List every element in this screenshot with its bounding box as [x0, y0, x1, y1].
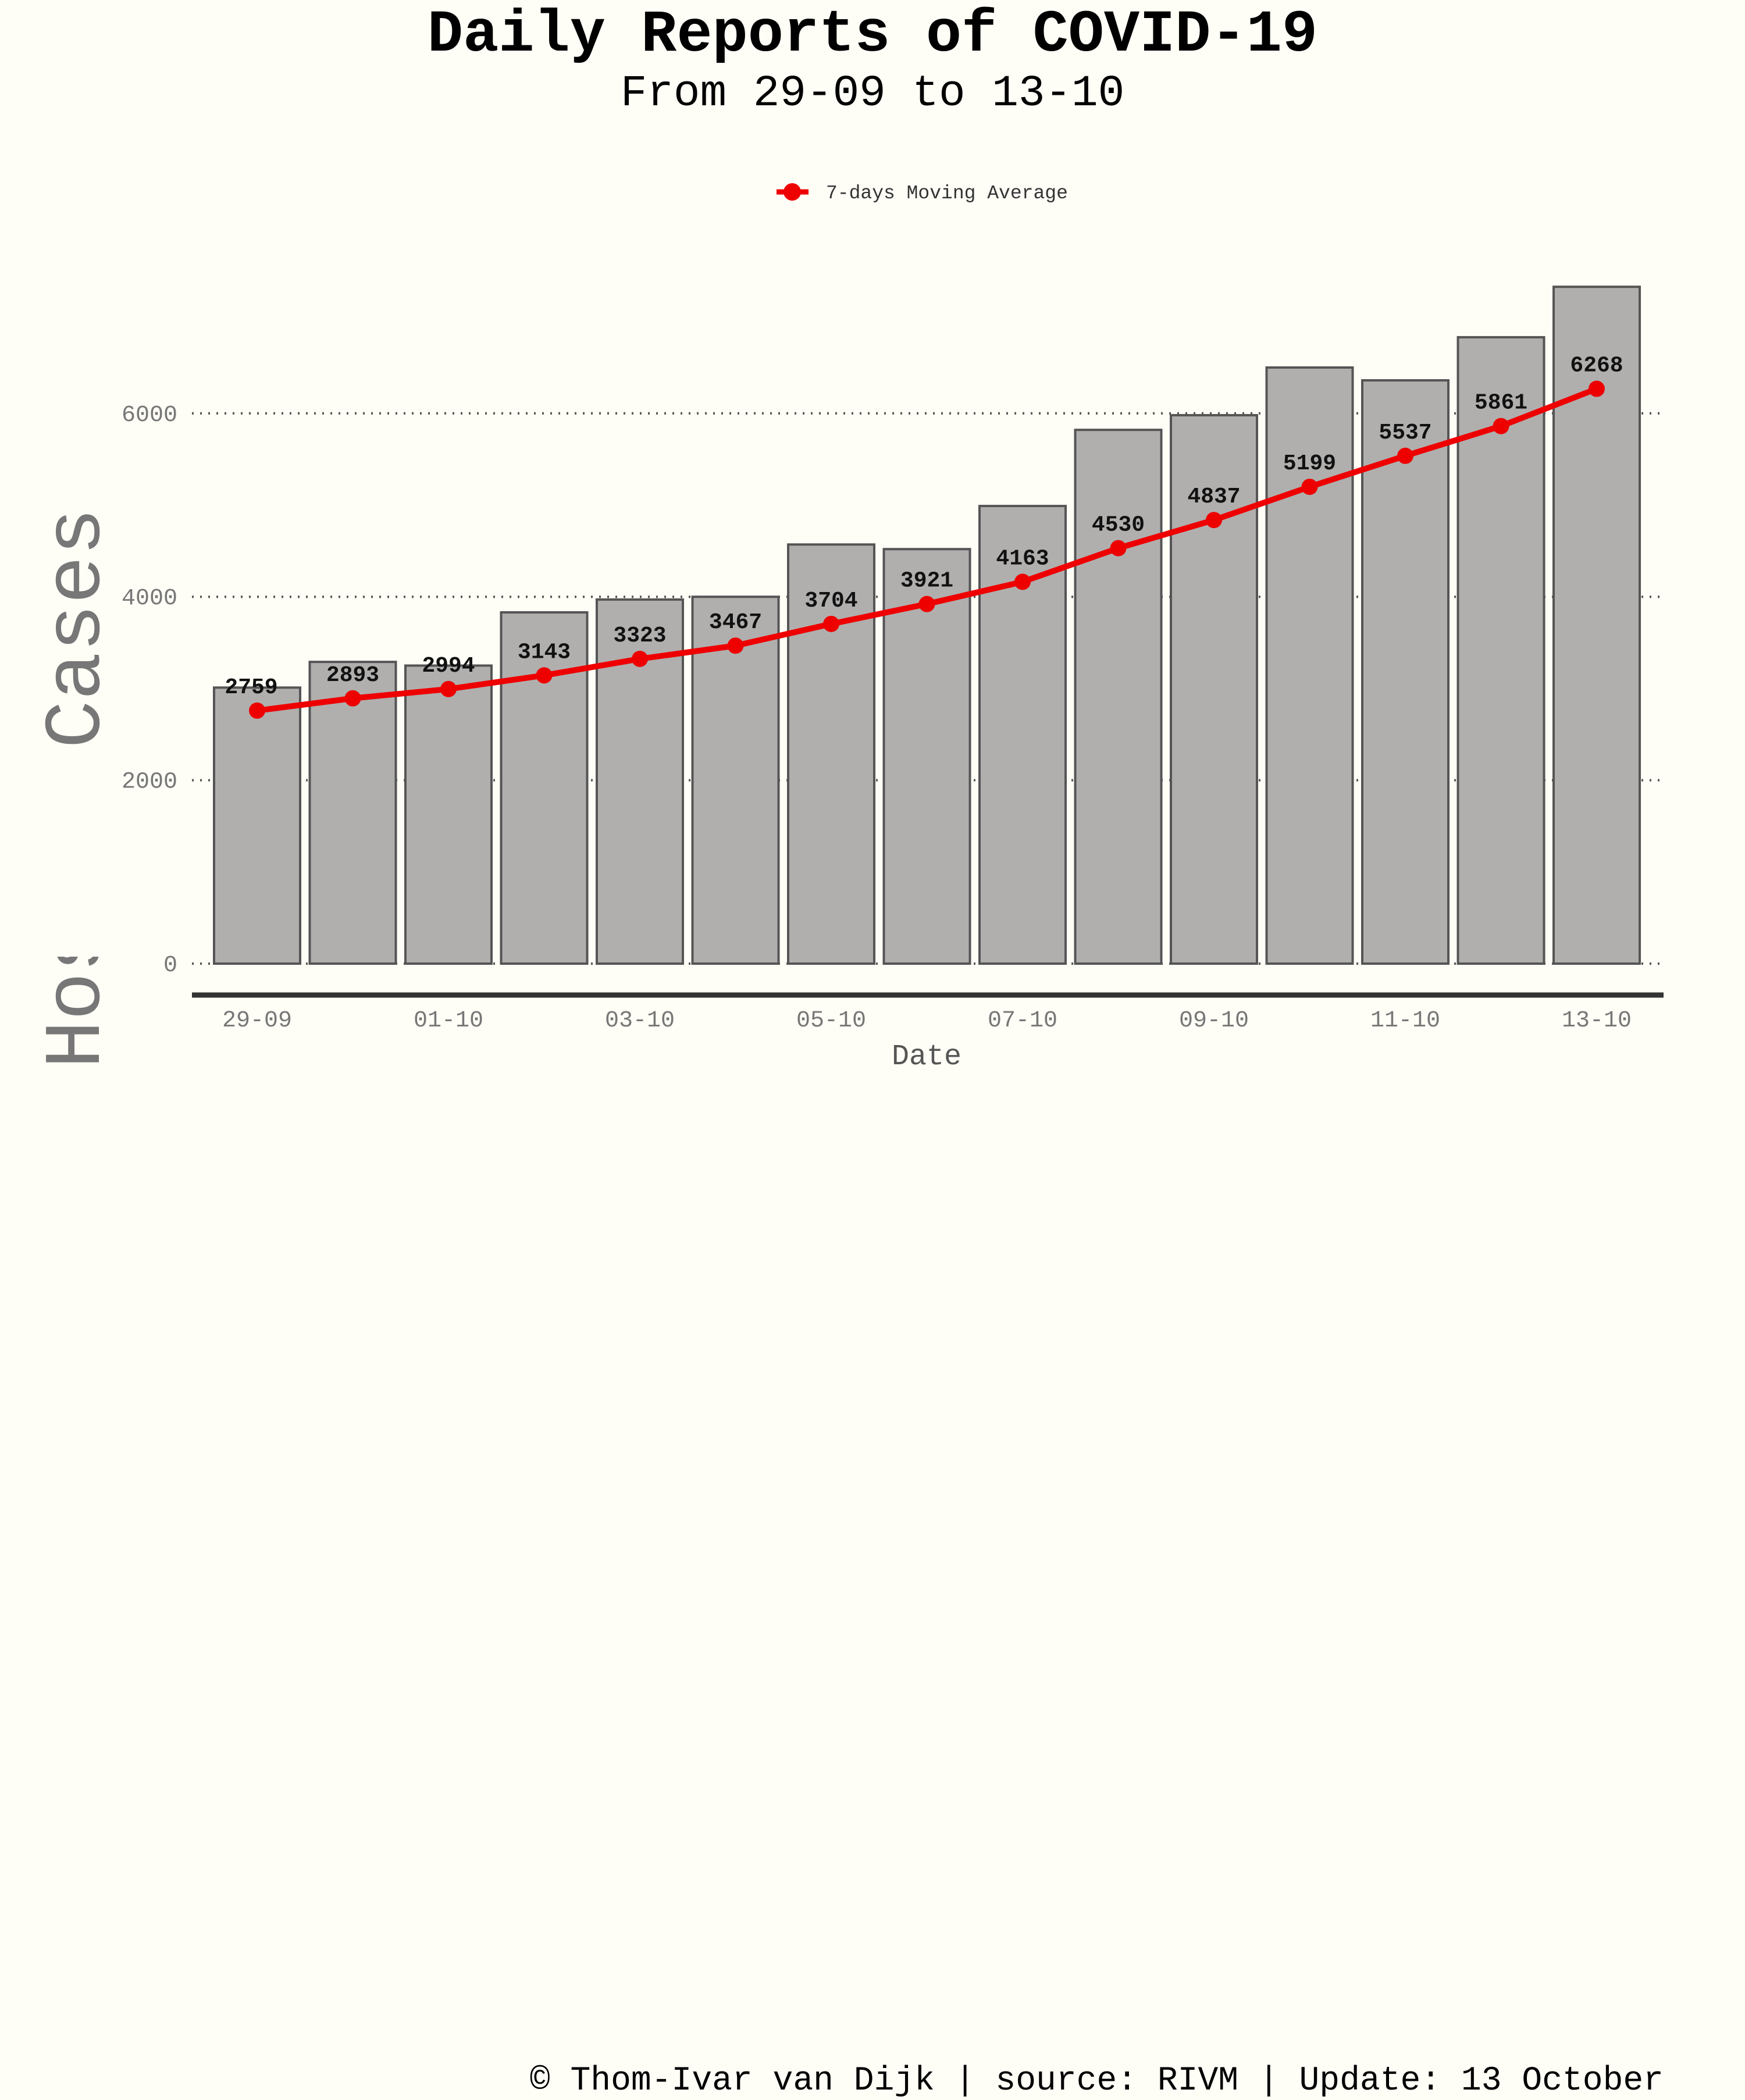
moving-average-data-label: 3921: [900, 569, 953, 594]
y-tick-label: 4000: [122, 586, 177, 612]
bar: [1265, 366, 1354, 957]
y-axis-label: Cases: [33, 508, 123, 748]
bar: [1361, 957, 1450, 965]
x-tick-label: 05-10: [796, 1008, 866, 1034]
bar: [882, 957, 971, 965]
moving-average-data-label: 3323: [613, 623, 666, 648]
figure-title: Daily Reports of COVID-19: [427, 1, 1318, 69]
bar: [882, 548, 971, 957]
bar: [978, 957, 1067, 965]
legend-swatch-marker: [784, 183, 801, 201]
moving-average-data-label: 4530: [1092, 513, 1145, 538]
x-tick-label: 13-10: [1562, 1008, 1632, 1034]
x-axis-label: Date: [892, 1040, 961, 1074]
bar: [1074, 957, 1163, 965]
moving-average-point: [632, 650, 648, 667]
moving-average-point: [1493, 418, 1509, 434]
moving-average-point: [1110, 540, 1127, 557]
figure-subtitle: From 29-09 to 13-10: [620, 69, 1125, 119]
bar: [596, 957, 684, 965]
legend-label: 7-days Moving Average: [826, 183, 1068, 204]
moving-average-data-label: 4163: [996, 546, 1049, 571]
bar: [404, 664, 493, 957]
moving-average-point: [823, 615, 839, 632]
bar: [1552, 957, 1641, 965]
y-axis-label: Hospitalisations: [33, 957, 123, 1069]
moving-average-point: [344, 690, 361, 707]
moving-average-data-label: 4837: [1187, 484, 1240, 509]
moving-average-data-label: 2893: [326, 663, 379, 688]
moving-average-data-label: 5199: [1283, 451, 1336, 476]
bar: [1361, 379, 1450, 957]
moving-average-data-label: 6268: [1570, 354, 1623, 379]
moving-average-data-label: 2994: [422, 654, 475, 679]
moving-average-point: [1589, 380, 1605, 397]
bar: [787, 543, 875, 957]
bar: [691, 957, 780, 965]
footer-credit: © Thom-Ivar van Dijk | source: RIVM | Up…: [529, 2062, 1664, 2100]
moving-average-point: [918, 596, 935, 612]
bar: [1456, 336, 1545, 957]
bar: [1456, 957, 1545, 965]
bar: [1170, 957, 1258, 965]
moving-average-point: [727, 637, 744, 654]
y-tick-label: 2000: [122, 769, 177, 796]
moving-average-point: [440, 680, 457, 697]
moving-average-data-label: 5861: [1475, 391, 1527, 416]
bar: [691, 596, 780, 957]
moving-average-point: [1014, 573, 1031, 590]
bar: [213, 957, 301, 965]
bar: [213, 686, 301, 957]
moving-average-data-label: 3143: [518, 640, 571, 665]
x-tick-label: 01-10: [414, 1008, 483, 1034]
x-tick-label: 11-10: [1370, 1008, 1440, 1034]
x-tick-label: 09-10: [1179, 1008, 1249, 1034]
moving-average-point: [1301, 479, 1318, 495]
hospitalisations-chart: 030609029-0901-1003-1005-1007-1009-1011-…: [33, 957, 1664, 1074]
x-tick-label: 29-09: [222, 1008, 292, 1034]
bar: [404, 957, 493, 965]
bar: [308, 661, 397, 957]
x-tick-label: 07-10: [988, 1008, 1057, 1034]
bar: [500, 957, 589, 965]
y-tick-label: 0: [163, 953, 177, 957]
bar: [787, 957, 875, 965]
moving-average-data-label: 3467: [709, 610, 762, 635]
y-tick-label: 6000: [122, 402, 177, 429]
moving-average-point: [1206, 512, 1222, 529]
moving-average-data-label: 2759: [225, 675, 277, 700]
moving-average-data-label: 5537: [1379, 420, 1431, 445]
y-tick-label: 0: [163, 957, 177, 979]
bar: [308, 957, 397, 965]
moving-average-point: [249, 702, 265, 719]
moving-average-data-label: 3704: [804, 589, 857, 614]
moving-average-point: [1397, 447, 1413, 464]
bar: [1170, 413, 1258, 957]
moving-average-point: [536, 667, 553, 684]
cases-chart: 020004000600029-0901-1003-1005-1007-1009…: [33, 183, 1664, 957]
bar: [1265, 957, 1354, 965]
bar: [1074, 429, 1163, 957]
x-tick-label: 03-10: [605, 1008, 675, 1034]
